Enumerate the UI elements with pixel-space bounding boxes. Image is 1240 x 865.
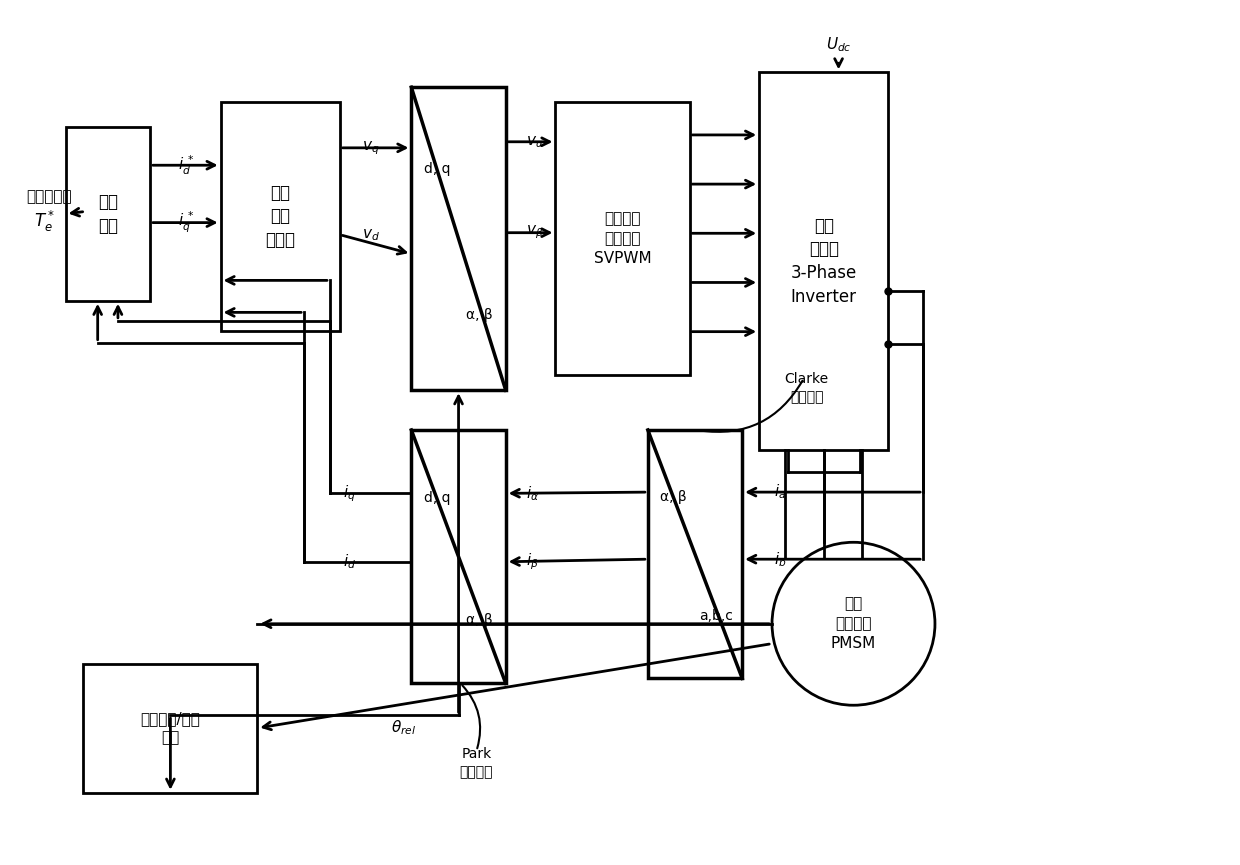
- Text: d, q: d, q: [424, 162, 450, 176]
- Text: $T_e^*$: $T_e^*$: [33, 208, 55, 234]
- Text: $i_{\beta}$: $i_{\beta}$: [526, 552, 538, 572]
- Circle shape: [773, 542, 935, 705]
- Text: $i_d^{\,*}$: $i_d^{\,*}$: [177, 154, 195, 176]
- Text: $i_q^{\,*}$: $i_q^{\,*}$: [177, 210, 195, 235]
- Text: $i_a$: $i_a$: [774, 483, 786, 502]
- Text: $i_{\alpha}$: $i_{\alpha}$: [526, 484, 538, 503]
- Text: $\theta_{rel}$: $\theta_{rel}$: [392, 719, 417, 738]
- Text: a,b,c: a,b,c: [699, 609, 733, 624]
- Text: 空间矢量
脉宽调制
SVPWM: 空间矢量 脉宽调制 SVPWM: [594, 211, 651, 266]
- Bar: [83, 663, 258, 792]
- Text: 转子速度/位置
反馈: 转子速度/位置 反馈: [140, 711, 201, 746]
- Text: $v_{\alpha}$: $v_{\alpha}$: [526, 134, 543, 150]
- Text: Park
变换模块: Park 变换模块: [460, 746, 494, 779]
- Text: α, β: α, β: [466, 308, 492, 322]
- Text: Clarke
变换模块: Clarke 变换模块: [785, 372, 828, 405]
- Text: $i_d$: $i_d$: [343, 553, 356, 571]
- Text: d, q: d, q: [424, 491, 450, 505]
- Text: $v_d$: $v_d$: [362, 227, 379, 242]
- Text: $i_q$: $i_q$: [343, 483, 356, 503]
- Bar: [412, 430, 506, 683]
- Bar: [759, 73, 888, 450]
- Bar: [66, 127, 150, 301]
- Bar: [647, 430, 743, 678]
- Bar: [412, 87, 506, 390]
- Bar: [556, 102, 689, 375]
- Text: $U_{dc}$: $U_{dc}$: [826, 35, 852, 54]
- Text: $i_b$: $i_b$: [774, 550, 786, 568]
- Bar: [221, 102, 340, 330]
- Text: 电流
分配: 电流 分配: [98, 193, 118, 234]
- Text: 整体
电流
控制器: 整体 电流 控制器: [265, 183, 295, 249]
- Text: $v_q$: $v_q$: [362, 139, 379, 157]
- Text: 转矩指令值: 转矩指令值: [26, 189, 72, 204]
- Text: 三相
逆变器
3-Phase
Inverter: 三相 逆变器 3-Phase Inverter: [791, 217, 857, 305]
- Text: α, β: α, β: [466, 613, 492, 627]
- Text: $v_{\beta}$: $v_{\beta}$: [526, 224, 543, 241]
- Text: α, β: α, β: [660, 490, 687, 504]
- Text: 水磁
同步电机
PMSM: 水磁 同步电机 PMSM: [831, 597, 877, 651]
